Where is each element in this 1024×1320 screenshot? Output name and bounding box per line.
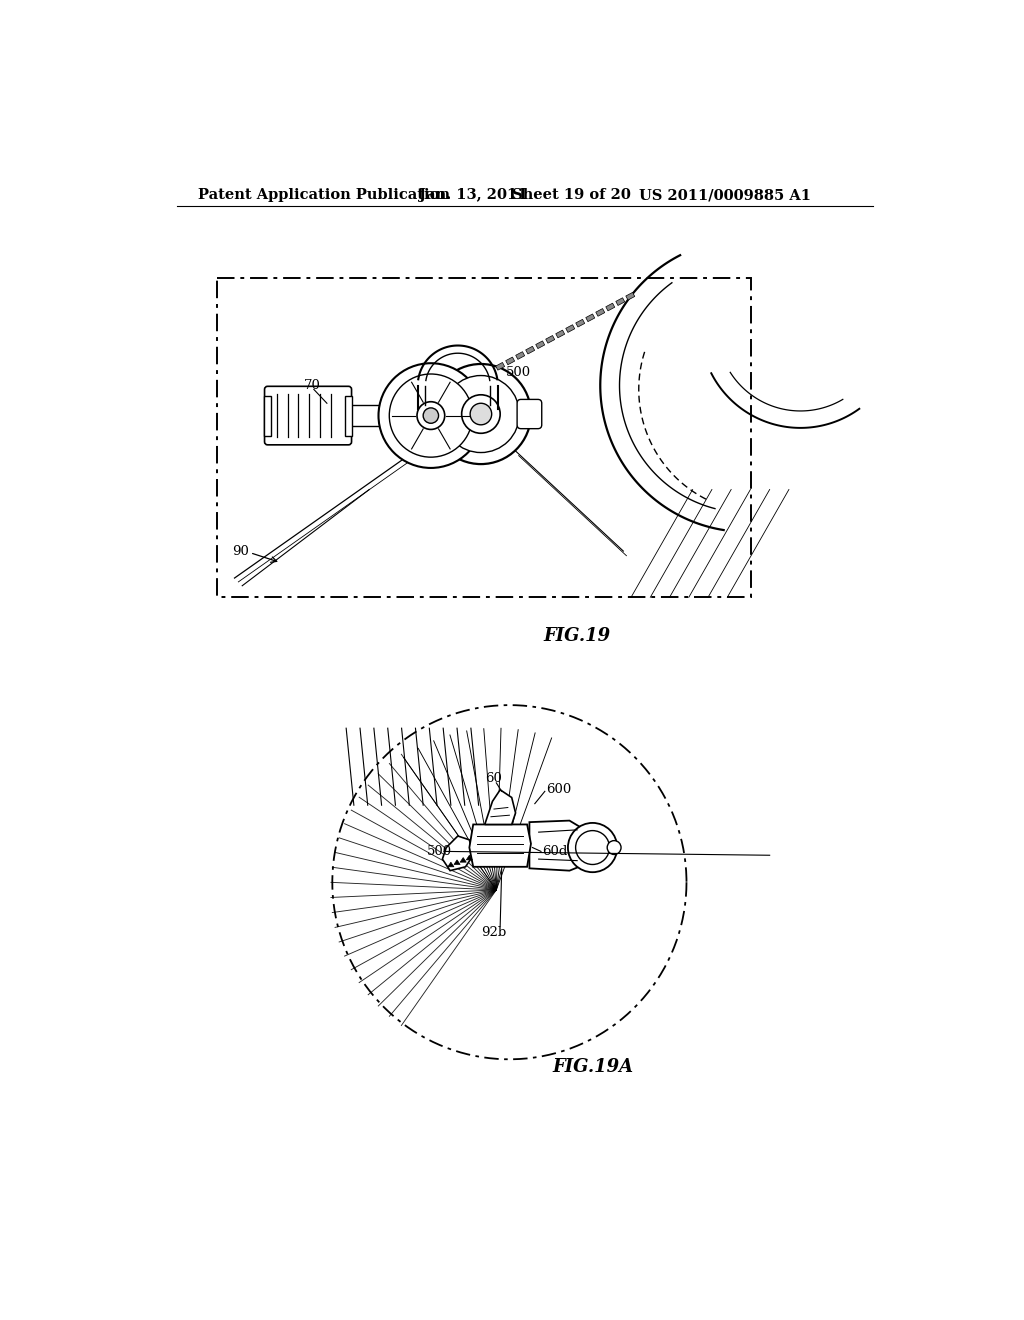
Bar: [264, 396, 271, 436]
Circle shape: [417, 401, 444, 429]
Polygon shape: [529, 821, 593, 871]
Polygon shape: [596, 309, 605, 317]
Polygon shape: [447, 862, 454, 867]
Text: US 2011/0009885 A1: US 2011/0009885 A1: [639, 189, 811, 202]
Text: 90: 90: [232, 545, 249, 557]
Circle shape: [431, 364, 531, 465]
Polygon shape: [536, 341, 545, 348]
Polygon shape: [615, 298, 625, 305]
Text: 500: 500: [506, 366, 531, 379]
Polygon shape: [556, 330, 564, 338]
Text: Patent Application Publication: Patent Application Publication: [199, 189, 451, 202]
Polygon shape: [506, 358, 515, 364]
Polygon shape: [454, 859, 460, 865]
Text: FIG.19: FIG.19: [544, 627, 610, 644]
Text: Jan. 13, 2011: Jan. 13, 2011: [419, 189, 527, 202]
Circle shape: [389, 374, 472, 457]
FancyBboxPatch shape: [264, 387, 351, 445]
Polygon shape: [516, 351, 524, 359]
Text: 60d: 60d: [543, 845, 568, 858]
Text: 92b: 92b: [481, 925, 507, 939]
Polygon shape: [606, 304, 614, 310]
Circle shape: [568, 822, 617, 873]
Text: 70: 70: [304, 379, 321, 392]
Bar: [345, 396, 352, 436]
Polygon shape: [626, 293, 635, 300]
Text: 60: 60: [485, 772, 503, 785]
Polygon shape: [575, 319, 585, 327]
Circle shape: [442, 376, 519, 453]
Bar: [217, 277, 752, 597]
Polygon shape: [586, 314, 595, 322]
Polygon shape: [442, 836, 473, 871]
Bar: [348, 405, 391, 426]
Polygon shape: [546, 335, 555, 343]
Circle shape: [462, 395, 500, 433]
Polygon shape: [460, 858, 466, 862]
Circle shape: [607, 841, 621, 854]
Polygon shape: [565, 325, 574, 333]
Text: FIG.19A: FIG.19A: [552, 1059, 633, 1076]
Polygon shape: [466, 855, 472, 859]
Circle shape: [423, 408, 438, 424]
FancyBboxPatch shape: [517, 400, 542, 429]
Circle shape: [470, 404, 492, 425]
Text: 600: 600: [547, 783, 571, 796]
Polygon shape: [525, 346, 535, 354]
Circle shape: [575, 830, 609, 865]
Polygon shape: [469, 825, 531, 867]
Text: Sheet 19 of 20: Sheet 19 of 20: [512, 189, 631, 202]
Circle shape: [379, 363, 483, 469]
Polygon shape: [496, 363, 505, 370]
Text: 500: 500: [427, 845, 453, 858]
Polygon shape: [484, 789, 515, 825]
